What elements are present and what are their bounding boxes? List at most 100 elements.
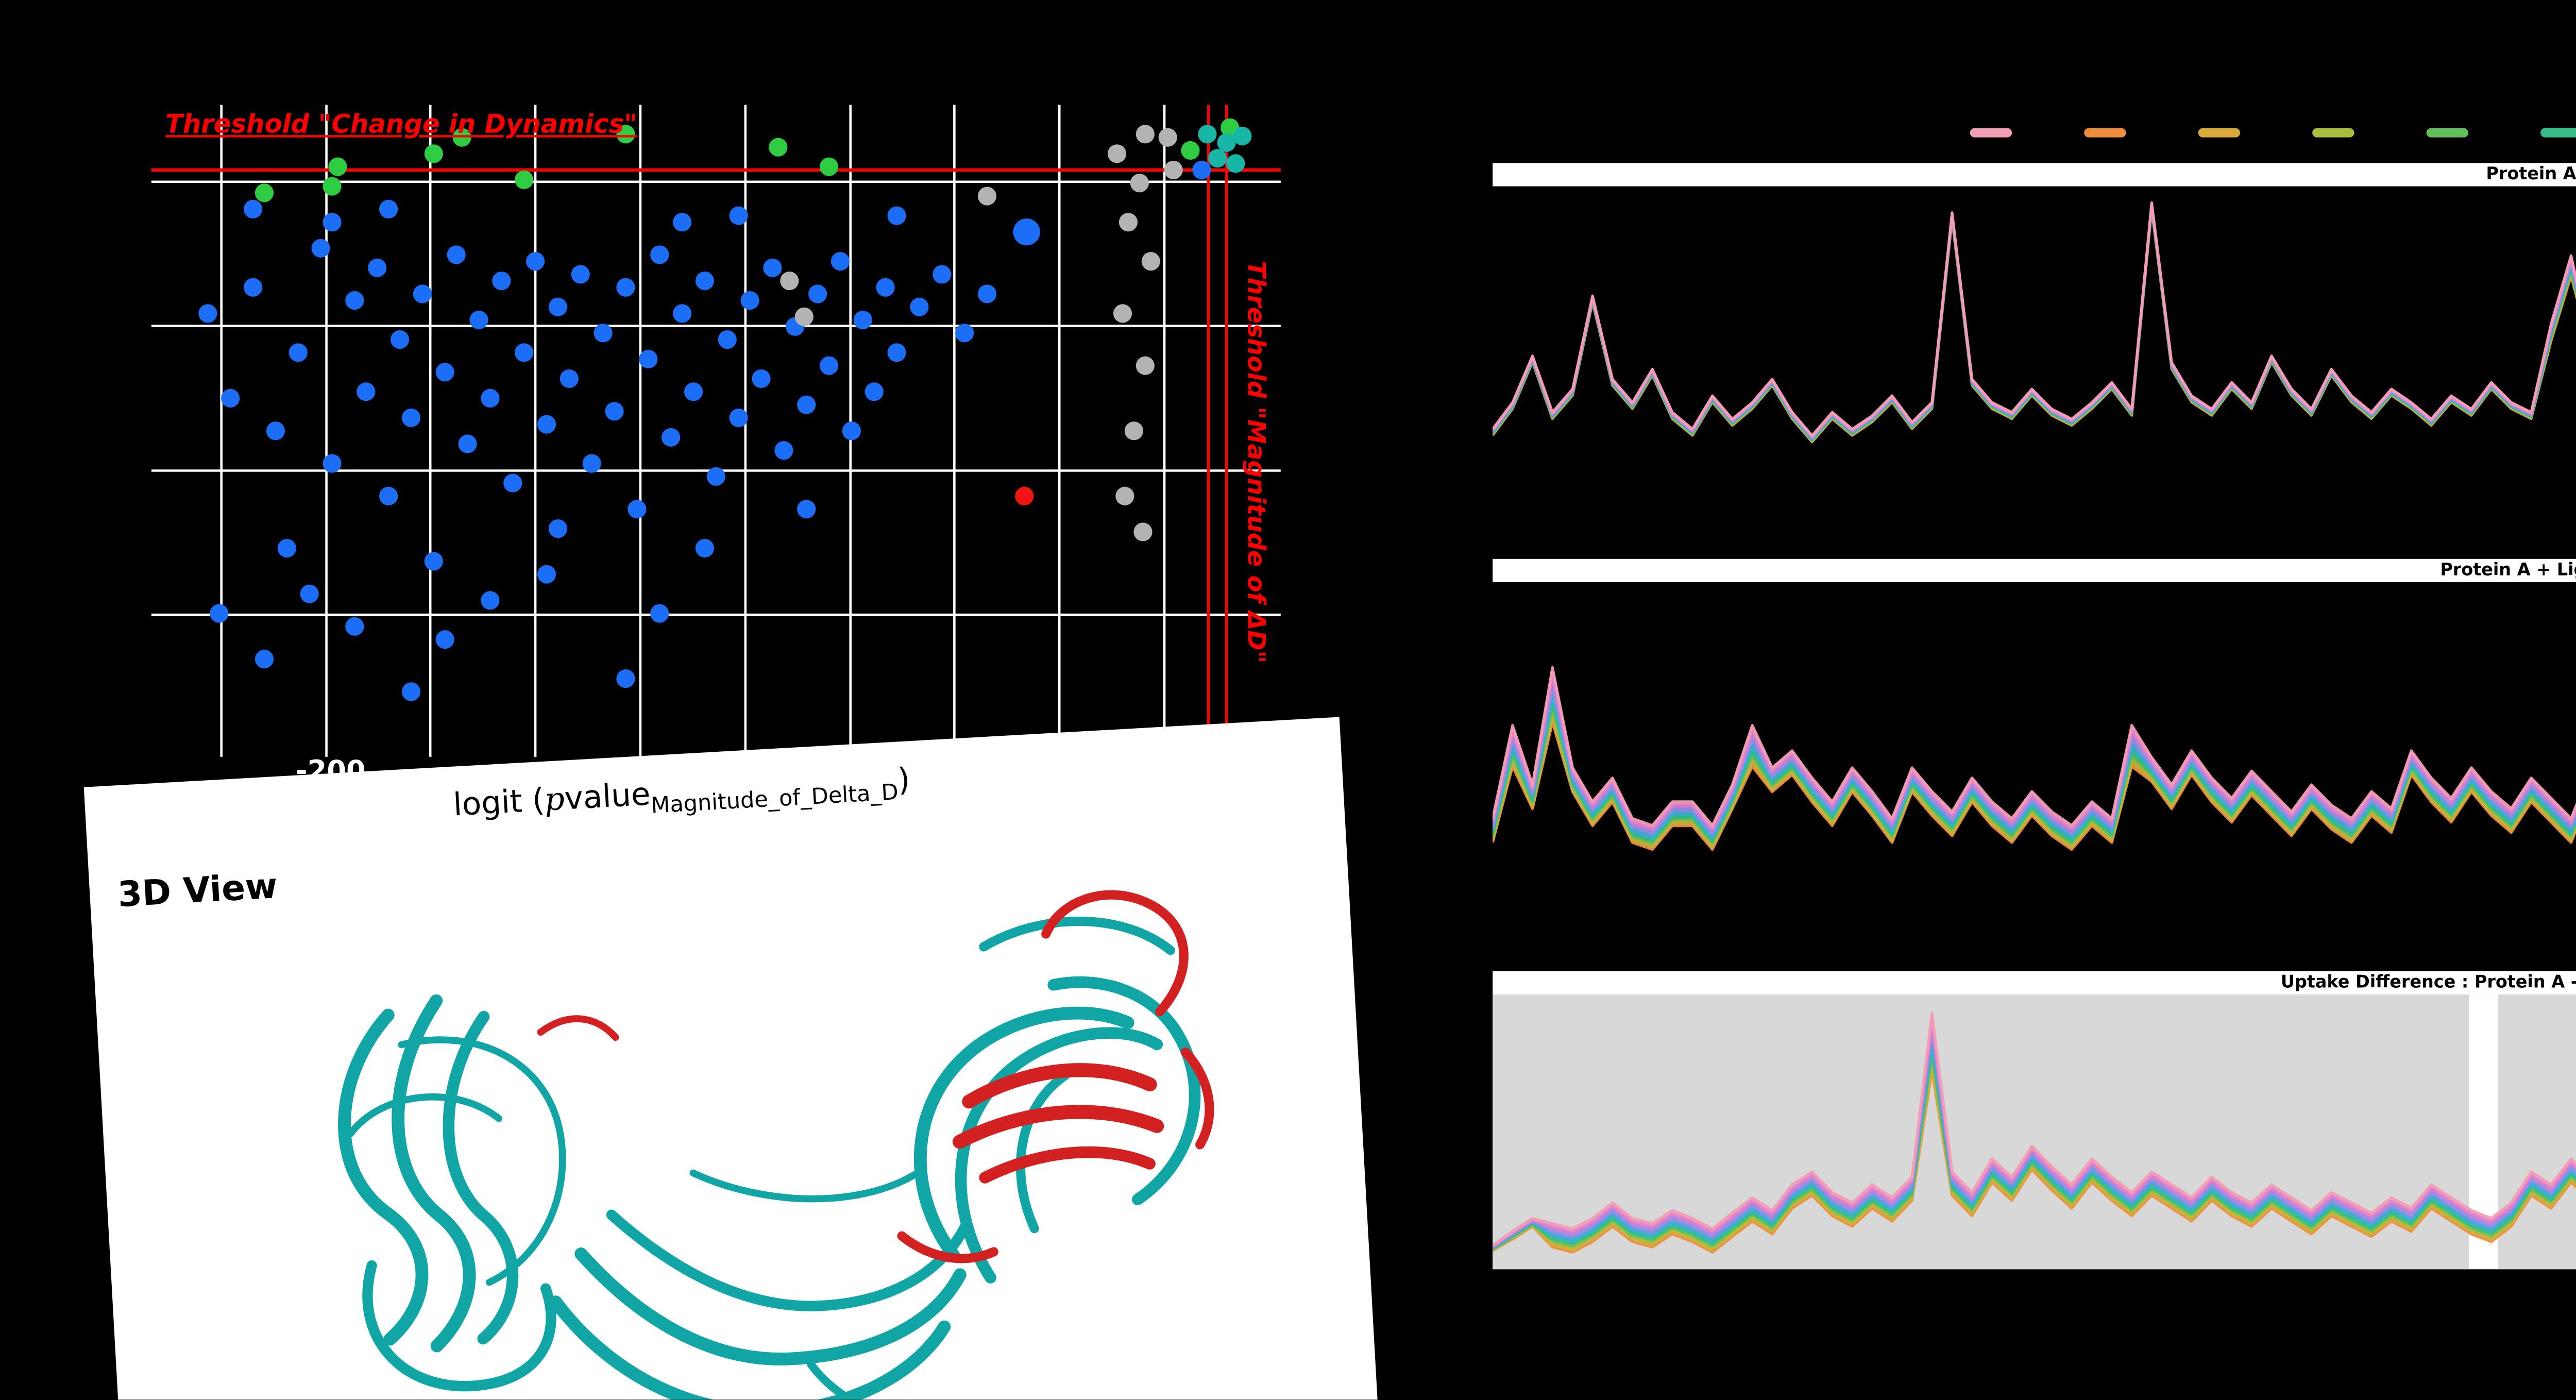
peptide-point[interactable] — [706, 467, 725, 486]
legend-dash[interactable] — [2426, 128, 2468, 137]
peptide-point[interactable] — [548, 297, 568, 316]
peptide-point[interactable] — [424, 552, 443, 571]
peptide-point[interactable] — [328, 157, 347, 176]
legend-dash[interactable] — [2312, 128, 2354, 137]
legend-dash[interactable] — [2084, 128, 2126, 137]
peptide-point[interactable] — [1113, 304, 1132, 323]
peptide-point[interactable] — [243, 278, 263, 297]
peptide-point[interactable] — [1136, 356, 1155, 375]
peptide-point[interactable] — [616, 125, 635, 144]
peptide-point[interactable] — [515, 343, 534, 362]
peptide-point[interactable] — [255, 650, 274, 669]
peptide-point[interactable] — [526, 252, 545, 271]
peptide-point[interactable] — [537, 415, 556, 434]
peptide-point[interactable] — [1233, 127, 1252, 146]
volcano-scatter-plot[interactable] — [151, 105, 1281, 757]
peptide-point[interactable] — [853, 310, 872, 330]
peptide-point[interactable] — [774, 441, 793, 460]
structure-view-card[interactable]: logit (pvalueMagnitude_of_Delta_D) 3D Vi… — [83, 717, 1382, 1400]
peptide-point[interactable] — [537, 565, 556, 584]
peptide-point[interactable] — [345, 617, 364, 636]
peptide-point[interactable] — [277, 538, 296, 558]
peptide-point[interactable] — [548, 519, 568, 538]
peptide-point[interactable] — [887, 343, 906, 362]
peptide-point[interactable] — [794, 307, 814, 326]
peptide-point[interactable] — [819, 356, 839, 375]
protein-ribbon-3d[interactable] — [184, 861, 1310, 1400]
legend-dash[interactable] — [2540, 128, 2576, 137]
peptide-point[interactable] — [560, 369, 579, 388]
legend-dash[interactable] — [1970, 128, 2012, 137]
peptide-point[interactable] — [323, 213, 342, 232]
peptide-point[interactable] — [503, 474, 522, 493]
peptide-point[interactable] — [221, 389, 240, 408]
peptide-point[interactable] — [435, 363, 454, 382]
peptide-point[interactable] — [628, 499, 647, 519]
peptide-point[interactable] — [740, 291, 759, 310]
peptide-point[interactable] — [729, 206, 748, 225]
peptide-point[interactable] — [887, 206, 906, 225]
peptide-point[interactable] — [769, 138, 788, 157]
peptide-point[interactable] — [780, 272, 799, 291]
peptide-point[interactable] — [797, 499, 816, 519]
peptide-point[interactable] — [368, 258, 387, 277]
peptide-point[interactable] — [819, 157, 839, 176]
peptide-point[interactable] — [198, 304, 217, 323]
peptide-point[interactable] — [718, 330, 737, 349]
peptide-point[interactable] — [469, 310, 488, 330]
peptide-point[interactable] — [1198, 125, 1217, 144]
peptide-point[interactable] — [650, 604, 669, 623]
line-chart-protein-a-ligand[interactable] — [1493, 582, 2576, 943]
peptide-point[interactable] — [650, 245, 669, 264]
peptide-point[interactable] — [752, 369, 771, 388]
peptide-point[interactable] — [390, 330, 410, 349]
peptide-point[interactable] — [1130, 174, 1149, 193]
peptide-point[interactable] — [401, 408, 421, 427]
peptide-point[interactable] — [1107, 144, 1127, 163]
peptide-point[interactable] — [1217, 133, 1236, 152]
peptide-point[interactable] — [515, 170, 534, 190]
peptide-point[interactable] — [452, 128, 471, 147]
peptide-point[interactable] — [481, 389, 500, 408]
peptide-point[interactable] — [1118, 213, 1138, 232]
peptide-point[interactable] — [1115, 486, 1134, 505]
peptide-point[interactable] — [492, 272, 511, 291]
peptide-point[interactable] — [379, 486, 398, 505]
peptide-point[interactable] — [447, 245, 466, 264]
peptide-point[interactable] — [379, 199, 398, 218]
peptide-point[interactable] — [876, 278, 895, 297]
peptide-point[interactable] — [672, 213, 692, 232]
peptide-point[interactable] — [1164, 160, 1183, 180]
peptide-point[interactable] — [1141, 252, 1160, 271]
peptide-point[interactable] — [662, 428, 681, 447]
peptide-point[interactable] — [695, 538, 714, 558]
peptide-point[interactable] — [1124, 421, 1143, 441]
peptide-point[interactable] — [797, 395, 816, 414]
peptide-point[interactable] — [300, 584, 319, 603]
peptide-point[interactable] — [729, 408, 748, 427]
peptide-point[interactable] — [345, 291, 364, 310]
peptide-point[interactable] — [933, 265, 952, 284]
peptide-point[interactable] — [401, 682, 421, 701]
line-chart-protein-a[interactable] — [1493, 189, 2576, 543]
peptide-point[interactable] — [977, 284, 997, 303]
peptide-point[interactable] — [266, 421, 285, 441]
peptide-point[interactable] — [582, 454, 601, 473]
peptide-point[interactable] — [1158, 128, 1177, 147]
peptide-point[interactable] — [255, 183, 274, 203]
peptide-point[interactable] — [413, 284, 432, 303]
peptide-point[interactable] — [955, 324, 974, 343]
peptide-point[interactable] — [458, 434, 477, 453]
peptide-point[interactable] — [639, 349, 658, 369]
peptide-point[interactable] — [763, 258, 782, 277]
peptide-point[interactable] — [323, 177, 342, 196]
peptide-point[interactable] — [481, 591, 500, 610]
peptide-point[interactable] — [1015, 486, 1034, 505]
peptide-point[interactable] — [695, 272, 714, 291]
peptide-point[interactable] — [977, 187, 997, 206]
peptide-point[interactable] — [1136, 125, 1155, 144]
peptide-point[interactable] — [910, 297, 929, 316]
peptide-point[interactable] — [1181, 141, 1200, 160]
peptide-point[interactable] — [684, 382, 703, 401]
peptide-point[interactable] — [842, 421, 861, 441]
